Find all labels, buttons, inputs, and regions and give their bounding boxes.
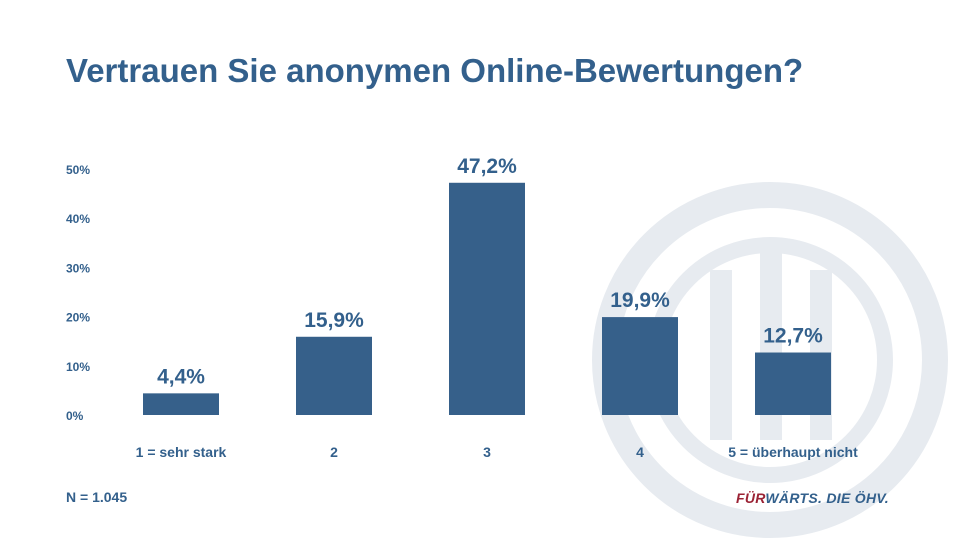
y-tick-label: 40% [66, 212, 90, 226]
page-title: Vertrauen Sie anonymen Online-Bewertunge… [66, 52, 804, 89]
brand-part-1: FÜR [736, 490, 766, 506]
bar [296, 336, 372, 415]
sample-size-note: N = 1.045 [66, 489, 128, 505]
bar [755, 352, 831, 415]
y-tick-label: 50% [66, 163, 90, 177]
bar [602, 317, 678, 415]
data-label: 15,9% [304, 309, 364, 332]
y-tick-label: 20% [66, 311, 90, 325]
bar [449, 182, 525, 415]
x-tick-label: 1 = sehr stark [136, 444, 227, 460]
x-tick-label: 5 = überhaupt nicht [728, 444, 858, 460]
y-tick-label: 30% [66, 261, 90, 275]
x-tick-label: 3 [483, 444, 491, 460]
data-label: 12,7% [763, 325, 823, 348]
data-label: 4,4% [157, 365, 205, 388]
data-label: 19,9% [610, 289, 670, 312]
brand-part-2: WÄRTS. DIE ÖHV. [765, 490, 889, 506]
x-tick-label: 4 [636, 444, 644, 460]
bar [143, 393, 219, 415]
data-label: 47,2% [457, 155, 517, 178]
brand-logo: FÜRWÄRTS. DIE ÖHV. [736, 490, 889, 506]
y-tick-label: 0% [66, 409, 84, 423]
y-tick-label: 10% [66, 360, 90, 374]
x-tick-label: 2 [330, 444, 338, 460]
